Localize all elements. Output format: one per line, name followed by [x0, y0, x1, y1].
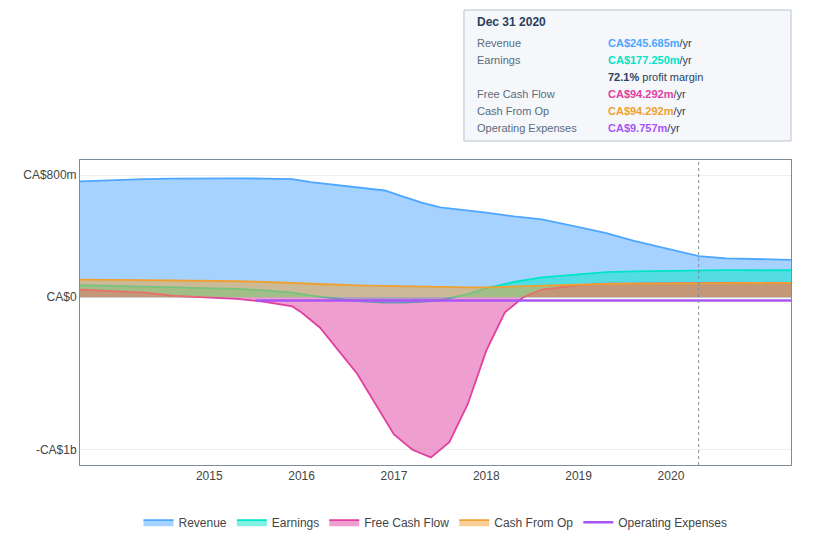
svg-text:Revenue: Revenue: [477, 37, 521, 49]
svg-text:Operating Expenses: Operating Expenses: [618, 516, 727, 530]
svg-text:CA$94.292m/yr: CA$94.292m/yr: [608, 105, 686, 117]
svg-text:-CA$1b: -CA$1b: [36, 443, 77, 457]
svg-text:CA$177.250m/yr: CA$177.250m/yr: [608, 54, 692, 66]
svg-text:2019: 2019: [565, 469, 592, 483]
svg-text:Operating Expenses: Operating Expenses: [477, 122, 577, 134]
svg-text:Dec 31 2020: Dec 31 2020: [477, 15, 546, 29]
svg-text:CA$800m: CA$800m: [23, 168, 76, 182]
svg-text:Free Cash Flow: Free Cash Flow: [477, 88, 555, 100]
svg-text:2015: 2015: [196, 469, 223, 483]
svg-text:2016: 2016: [288, 469, 315, 483]
svg-text:Revenue: Revenue: [179, 516, 227, 530]
svg-text:Cash From Op: Cash From Op: [494, 516, 573, 530]
svg-text:72.1% profit margin: 72.1% profit margin: [608, 71, 703, 83]
svg-text:2018: 2018: [473, 469, 500, 483]
svg-text:CA$94.292m/yr: CA$94.292m/yr: [608, 88, 686, 100]
svg-text:Free Cash Flow: Free Cash Flow: [364, 516, 449, 530]
svg-text:2017: 2017: [381, 469, 408, 483]
svg-text:Cash From Op: Cash From Op: [477, 105, 549, 117]
svg-text:2020: 2020: [658, 469, 685, 483]
svg-text:CA$9.757m/yr: CA$9.757m/yr: [608, 122, 680, 134]
svg-text:Earnings: Earnings: [477, 54, 521, 66]
svg-text:CA$245.685m/yr: CA$245.685m/yr: [608, 37, 692, 49]
svg-text:Earnings: Earnings: [272, 516, 319, 530]
svg-text:CA$0: CA$0: [47, 290, 77, 304]
